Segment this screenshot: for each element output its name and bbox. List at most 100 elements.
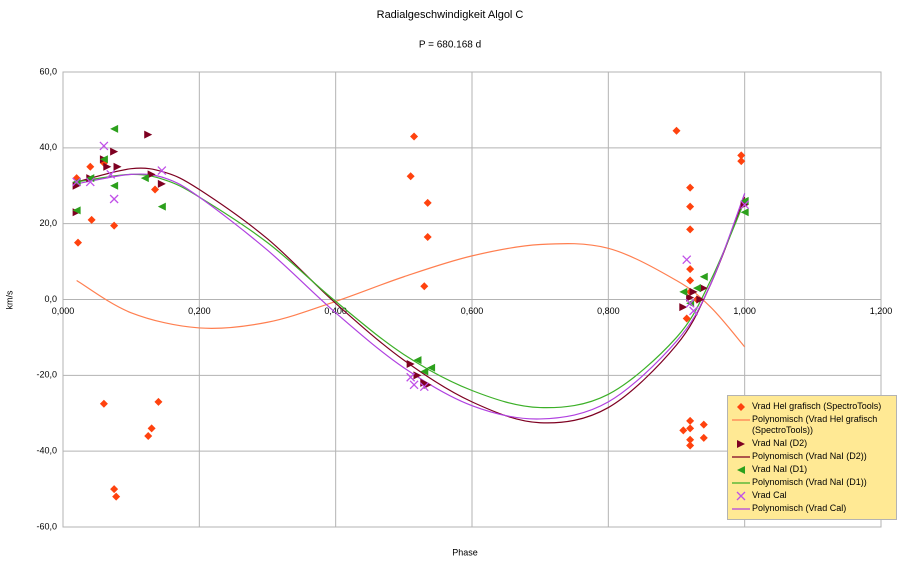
x-tick-label: 0,400 [324, 306, 347, 316]
chart-subtitle: P = 680.168 d [419, 40, 481, 51]
point [406, 172, 415, 181]
point [99, 141, 109, 151]
point [87, 215, 96, 224]
point [99, 399, 108, 408]
legend-symbol [732, 508, 750, 510]
point [423, 198, 432, 207]
legend: Vrad Hel grafisch (SpectroTools) Polynomi… [727, 395, 897, 520]
point [110, 181, 119, 190]
point [413, 356, 422, 365]
legend-symbol [737, 466, 745, 474]
point [86, 162, 95, 171]
x-tick-label: 0,000 [52, 306, 75, 316]
x-tick-label: 0,600 [461, 306, 484, 316]
point [85, 177, 95, 187]
legend-label: Vrad NaI (D2) [752, 438, 808, 448]
point [154, 397, 163, 406]
legend-label: Vrad Hel grafisch (SpectroTools) [752, 401, 882, 411]
y-tick-label: -60,0 [36, 521, 57, 531]
y-tick-label: 0,0 [44, 294, 57, 304]
legend-entry: Polynomisch (Vrad Cal) [730, 503, 894, 514]
point [147, 424, 156, 433]
point [427, 363, 436, 372]
point [689, 287, 698, 296]
point [689, 306, 699, 316]
y-tick-label: 60,0 [39, 66, 57, 76]
legend-label: Vrad NaI (D1) [752, 464, 808, 474]
legend-label: Vrad Cal [752, 490, 787, 500]
point [686, 225, 695, 234]
point [99, 155, 108, 164]
point [110, 124, 119, 133]
legend-label: Polynomisch (Vrad NaI (D2)) [752, 451, 867, 461]
point [103, 162, 112, 171]
y-tick-label: 40,0 [39, 142, 57, 152]
point [740, 200, 750, 210]
x-axis-label: Phase [452, 547, 478, 557]
point [423, 380, 432, 389]
point [736, 491, 746, 501]
point [110, 147, 119, 156]
point [144, 432, 153, 440]
legend-symbol [736, 491, 746, 501]
legend-entry: Vrad NaI (D1) [730, 464, 894, 475]
legend-symbol [737, 440, 745, 448]
point [699, 433, 708, 442]
legend-entry: Vrad Hel grafisch (SpectroTools) [730, 401, 894, 412]
point [686, 202, 695, 211]
point [699, 420, 708, 429]
y-tick-label: 20,0 [39, 218, 57, 228]
point [110, 485, 119, 494]
point [110, 221, 119, 230]
point [106, 169, 116, 179]
trend-line [76, 243, 746, 348]
y-axis-label: km/s [4, 290, 14, 309]
point [73, 238, 82, 247]
point [679, 287, 688, 296]
point [420, 367, 429, 376]
point [737, 440, 745, 448]
legend-entry: Polynomisch (Vrad Hel grafisch (SpectroT… [730, 414, 894, 436]
legend-entry: Vrad NaI (D2) [730, 438, 894, 449]
x-tick-label: 0,200 [188, 306, 211, 316]
trend-line [76, 167, 746, 424]
point [737, 151, 746, 160]
point [406, 359, 415, 368]
point [679, 426, 688, 435]
point [692, 284, 701, 293]
point [144, 130, 153, 139]
point [157, 166, 167, 176]
point [140, 174, 149, 183]
point [410, 132, 419, 141]
point [686, 416, 695, 425]
point [420, 282, 429, 291]
legend-symbol [737, 403, 745, 411]
x-tick-label: 1,200 [870, 306, 893, 316]
point [685, 298, 695, 308]
chart-title: Radialgeschwindigkeit Algol C [377, 9, 524, 21]
point [740, 208, 749, 217]
point [72, 177, 82, 187]
point [686, 441, 695, 450]
legend-symbol [732, 456, 750, 458]
point [406, 372, 416, 382]
point [672, 126, 681, 135]
point [682, 314, 691, 323]
point [737, 403, 745, 411]
legend-entry: Polynomisch (Vrad NaI (D2)) [730, 451, 894, 462]
point [113, 162, 122, 171]
point [737, 466, 745, 474]
point [686, 276, 695, 285]
legend-symbol [732, 482, 750, 484]
point [109, 194, 119, 204]
y-tick-label: -40,0 [36, 446, 57, 456]
point [72, 206, 81, 215]
legend-entry: Vrad Cal [730, 490, 894, 501]
point [112, 492, 121, 501]
point [686, 183, 695, 192]
legend-entry: Polynomisch (Vrad NaI (D1)) [730, 477, 894, 488]
point [419, 382, 429, 392]
point [679, 303, 688, 312]
point [699, 272, 708, 281]
